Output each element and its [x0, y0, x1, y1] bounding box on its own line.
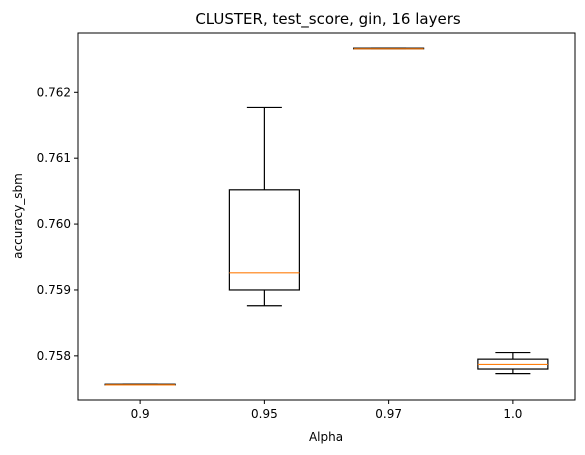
x-tick-label: 0.97: [375, 407, 402, 421]
y-tick-label: 0.759: [37, 283, 71, 297]
y-tick-label: 0.760: [37, 217, 71, 231]
plot-area: [104, 47, 549, 386]
box-group-1-0: [477, 351, 549, 375]
box-group-0-9: [104, 383, 176, 386]
axes-frame: [77, 32, 576, 401]
x-tick-label: 0.9: [131, 407, 150, 421]
box-group-0-97: [353, 47, 425, 50]
y-tick-label: 0.762: [37, 85, 71, 99]
box-group-0-95: [228, 106, 300, 307]
iqr-box: [228, 189, 300, 291]
y-tick-label: 0.758: [37, 349, 71, 363]
x-axis-label: Alpha: [309, 430, 343, 444]
x-axis-ticks: 0.9 0.95 0.97 1.0: [131, 400, 522, 421]
chart-title: CLUSTER, test_score, gin, 16 layers: [195, 10, 461, 29]
y-tick-label: 0.761: [37, 151, 71, 165]
y-axis-ticks: 0.758 0.759 0.760 0.761 0.762: [37, 85, 78, 363]
x-tick-label: 0.95: [251, 407, 278, 421]
y-axis-label: accuracy_sbm: [11, 173, 25, 259]
x-tick-label: 1.0: [503, 407, 522, 421]
